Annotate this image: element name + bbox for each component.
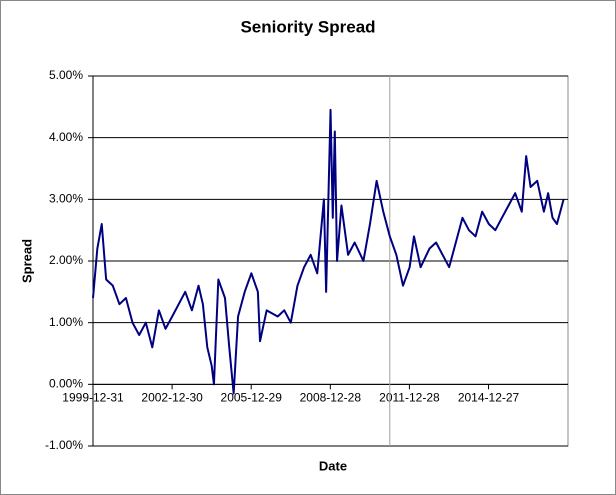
data-line (92, 108, 565, 395)
x-tick-label: 2002-12-30 (141, 391, 203, 405)
y-tick-label: 3.00% (49, 192, 83, 206)
y-tick-label: 1.00% (49, 315, 83, 329)
x-tick-label: 2005-12-29 (221, 391, 283, 405)
y-axis-title: Spread (19, 239, 34, 283)
x-axis-title: Date (319, 458, 347, 473)
y-tick-label: 5.00% (49, 68, 83, 82)
chart-title: Seniority Spread (240, 17, 375, 36)
y-tick-label: -1.00% (45, 438, 83, 452)
x-tick-label: 2011-12-28 (379, 391, 440, 405)
y-tick-label: 2.00% (49, 253, 83, 267)
x-tick-label: 2014-12-27 (458, 391, 520, 405)
y-tick-label: 4.00% (49, 130, 83, 144)
x-tick-label: 2008-12-28 (300, 391, 362, 405)
y-tick-label: 0.00% (49, 377, 83, 391)
x-tick-label: 1999-12-31 (62, 391, 124, 405)
